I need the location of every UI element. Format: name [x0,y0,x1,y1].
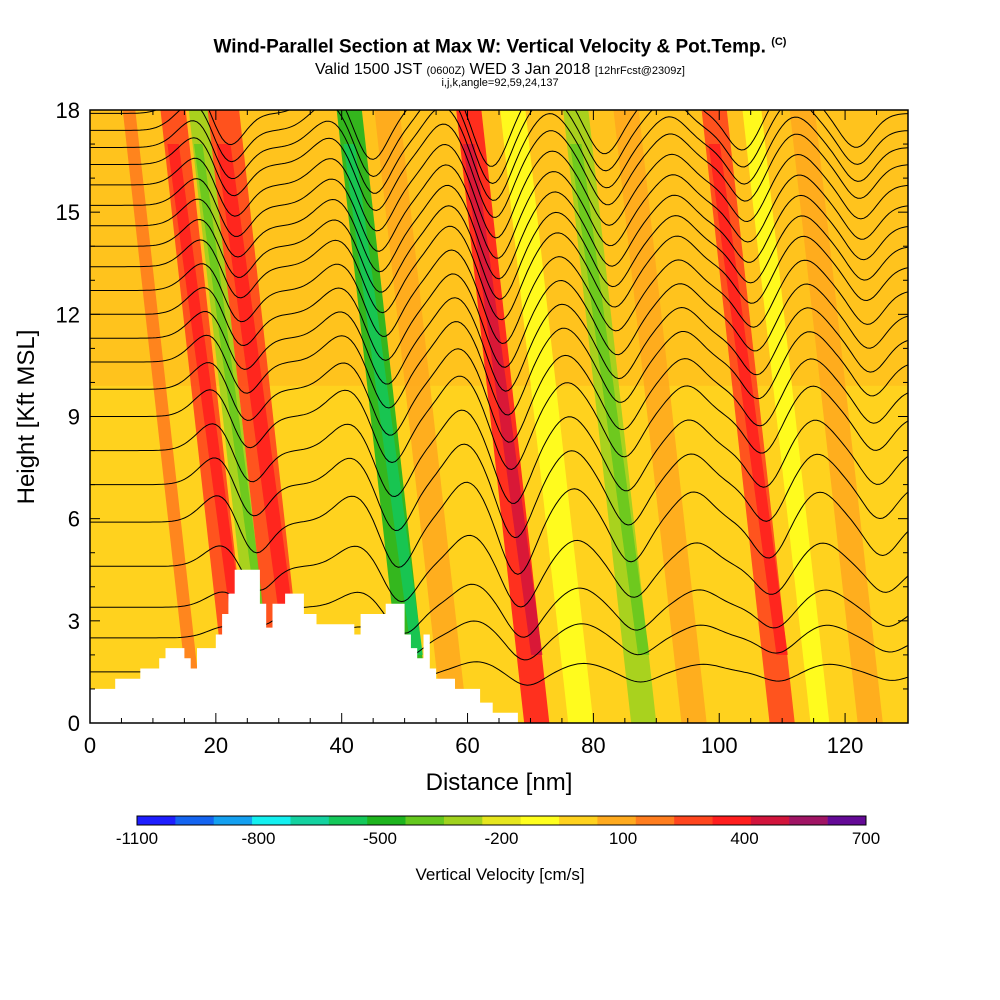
theta-contour [90,164,908,259]
theta-contour [90,249,908,345]
colorbar-swatch [328,816,368,825]
x-axis-label: Distance [nm] [426,769,573,796]
vertical-velocity-field [90,110,908,723]
theta-contour [90,443,908,539]
colorbar-tick-label: -800 [241,829,275,848]
x-tick-label: 120 [827,733,864,758]
x-tick-label: 20 [204,733,228,758]
colorbar: -1100 -800 -500 -200 100 400 700 [116,815,880,848]
y-tick-label: 12 [56,302,80,327]
x-tick-label: 0 [84,733,96,758]
w-band-core [216,144,299,655]
colorbar-title: Vertical Velocity [cm/s] [415,865,584,884]
chart-title: Wind-Parallel Section at Max W: Vertical… [213,36,787,58]
colorbar-swatch [789,816,828,825]
theta-contour [90,110,908,185]
w-band [742,110,830,723]
theta-contour [90,481,908,575]
colorbar-tick-label: -500 [363,829,397,848]
colorbar-swatch [559,816,598,825]
x-tick-label: 100 [701,733,738,758]
y-tick-label: 3 [68,609,80,634]
colorbar-swatch [520,816,560,825]
y-axis-label: Height [Kft MSL] [13,330,40,505]
colorbar-swatch [750,816,790,825]
w-band [500,110,594,723]
colorbar-swatch [712,816,752,825]
y-tick-label: 9 [68,405,80,430]
theta-contour [90,184,908,280]
colorbar-swatch [175,816,215,825]
y-tick-label: 0 [68,711,80,736]
theta-contour [90,375,908,471]
theta-contour [90,348,908,443]
colorbar-swatch [635,816,675,825]
theta-contour [90,110,908,201]
x-tick-label: 60 [455,733,479,758]
terrain-shape [90,569,518,723]
theta-contour [90,205,908,300]
colorbar-tick-label: -200 [484,829,518,848]
x-tick-label: 80 [581,733,605,758]
w-band-core [463,144,543,655]
y-axis: 0 3 6 9 12 15 18 [56,98,908,736]
terrain-mask [90,569,518,723]
theta-contour [90,110,908,167]
colorbar-tick-label: 100 [609,829,637,848]
w-band-core [167,144,247,655]
w-band [122,110,204,723]
colorbar-swatch [597,816,637,825]
colorbar-swatch [213,816,253,825]
colorbar-swatch [827,816,867,825]
theta-contour [90,273,908,368]
theta-contour [90,123,908,218]
colorbar-tick-label: 400 [730,829,758,848]
colorbar-swatch [482,816,521,825]
y-tick-label: 15 [56,200,80,225]
theta-contour [90,534,908,608]
chart-indices: i,j,k,angle=92,59,24,137 [441,77,559,89]
theta-contour [90,583,908,638]
y-tick-label: 18 [56,98,80,123]
theta-contour [90,321,908,416]
w-band [374,110,468,723]
theta-contour [90,143,908,239]
w-band [613,110,707,723]
colorbar-swatch [137,816,176,825]
colorbar-swatch [367,816,406,825]
colorbar-swatch [252,816,291,825]
w-band-core [708,144,788,655]
theta-contour [90,225,908,321]
colorbar-swatch [290,816,330,825]
x-tick-label: 40 [329,733,353,758]
colorbar-tick-label: -1100 [116,829,158,848]
colorbar-swatch [405,816,445,825]
colorbar-swatch [443,816,483,825]
w-band-core [343,144,423,655]
x-axis: 0 20 40 60 80 100 120 [84,110,909,758]
y-tick-label: 6 [68,507,80,532]
theta-contour [90,409,908,504]
colorbar-tick-label: 700 [852,829,880,848]
theta-contour [90,297,908,392]
chart-subtitle: Valid 1500 JST (0600Z) WED 3 Jan 2018 [1… [315,61,685,78]
colorbar-swatch [674,816,713,825]
colorbar-frame [136,815,867,826]
